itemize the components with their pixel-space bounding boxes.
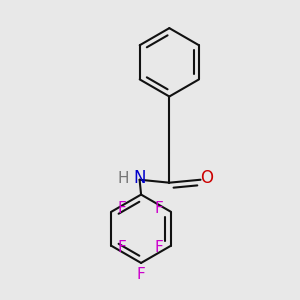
Text: O: O <box>201 169 214 187</box>
Text: F: F <box>118 240 126 255</box>
Text: H: H <box>118 171 129 186</box>
Text: N: N <box>133 169 146 187</box>
Text: F: F <box>154 201 163 216</box>
Text: F: F <box>137 267 146 282</box>
Text: F: F <box>118 201 126 216</box>
Text: F: F <box>154 240 163 255</box>
